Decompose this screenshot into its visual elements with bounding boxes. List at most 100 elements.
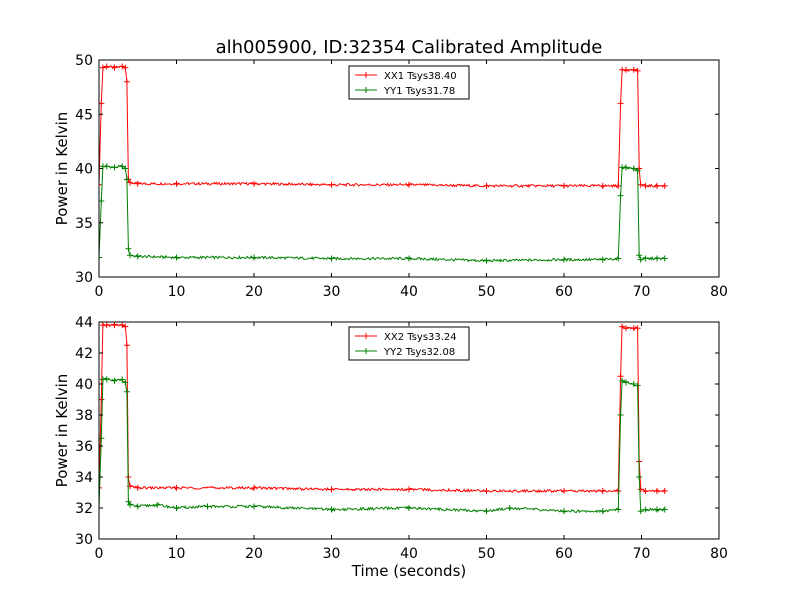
legend-box: [348, 326, 470, 361]
data-point: [483, 182, 490, 189]
data-point: [623, 325, 629, 332]
series-line: [99, 377, 666, 514]
data-point: [103, 376, 110, 383]
data-point: [634, 167, 641, 174]
data-point: [623, 379, 629, 386]
data-point: [654, 182, 660, 189]
data-point: [615, 506, 622, 513]
x-tick-label: 80: [710, 546, 728, 562]
data-point: [204, 503, 211, 510]
data-point: [561, 487, 567, 494]
legend-entry: YY1 Tsys31.78: [383, 86, 455, 97]
data-point: [127, 252, 133, 259]
y-tick-label: 34: [75, 470, 93, 486]
data-point: [619, 377, 626, 384]
data-point: [99, 254, 102, 261]
data-point: [637, 486, 644, 493]
data-point: [406, 486, 412, 493]
x-tick-label: 70: [633, 546, 651, 562]
data-point: [127, 501, 133, 508]
data-point: [251, 180, 257, 187]
y-tick-label: 30: [75, 532, 93, 548]
data-point: [654, 487, 660, 494]
data-point: [636, 474, 643, 480]
series-2: [99, 163, 668, 264]
y-tick-label: 38: [75, 408, 93, 424]
data-point: [661, 487, 668, 494]
data-point: [615, 182, 622, 189]
data-point: [623, 66, 629, 73]
data-point: [642, 182, 649, 189]
data-point: [111, 64, 118, 71]
x-tick-label: 30: [323, 546, 341, 562]
data-point: [134, 180, 141, 187]
data-point: [636, 252, 643, 259]
data-point: [615, 255, 622, 262]
data-point: [483, 508, 490, 515]
data-point: [642, 255, 649, 262]
data-point: [111, 377, 118, 384]
legend-entry: YY2 Tsys32.08: [383, 347, 455, 358]
data-point: [634, 382, 641, 389]
data-point: [406, 505, 412, 511]
x-tick-label: 50: [478, 546, 496, 562]
legend: XX1 Tsys38.40 YY1 Tsys31.78: [348, 65, 470, 100]
y-axis-label: Power in Kelvin: [53, 112, 71, 226]
data-point: [630, 381, 637, 387]
y-tick-label: 40: [75, 162, 93, 178]
data-point: [119, 322, 126, 329]
x-tick-label: 80: [710, 284, 728, 300]
data-point: [328, 506, 335, 513]
y-tick-label: 45: [75, 107, 93, 123]
data-point: [99, 484, 102, 491]
data-point: [619, 323, 626, 330]
series-line: [99, 322, 666, 494]
x-tick-label: 50: [478, 284, 496, 300]
y-tick-label: 40: [75, 377, 93, 393]
x-tick-label: 10: [168, 284, 186, 300]
x-tick-label: 20: [245, 546, 263, 562]
y-tick-label: 35: [75, 216, 93, 232]
data-point: [119, 63, 126, 70]
y-tick-label: 44: [75, 315, 93, 331]
data-point: [99, 181, 102, 188]
x-axis-label: Time (seconds): [351, 562, 467, 580]
legend: XX2 Tsys33.24 YY2 Tsys32.08: [348, 326, 470, 361]
data-point: [617, 412, 624, 418]
data-point: [173, 254, 180, 261]
data-point: [406, 181, 412, 188]
data-point: [251, 484, 257, 491]
y-axis-label: Power in Kelvin: [53, 374, 71, 488]
data-point: [661, 255, 668, 262]
data-point: [251, 254, 257, 261]
series-line: [99, 164, 666, 263]
data-point: [630, 165, 637, 172]
data-point: [127, 179, 133, 186]
x-tick-label: 40: [400, 546, 418, 562]
data-point: [617, 373, 624, 380]
data-point: [134, 484, 141, 491]
data-point: [599, 508, 606, 515]
y-tick-label: 30: [75, 270, 93, 286]
data-point: [111, 322, 118, 329]
x-tick-label: 0: [95, 284, 104, 300]
data-point: [661, 182, 668, 189]
data-point: [617, 192, 624, 199]
data-point: [328, 181, 335, 188]
data-point: [623, 164, 629, 171]
data-point: [103, 63, 110, 70]
data-point: [251, 503, 257, 510]
data-point: [634, 67, 641, 74]
data-point: [103, 163, 110, 170]
data-point: [328, 255, 335, 262]
data-point: [617, 100, 624, 107]
data-point: [406, 255, 412, 262]
legend-entry: XX2 Tsys33.24: [384, 332, 457, 343]
data-point: [123, 78, 130, 85]
legend-marker: [363, 333, 369, 339]
data-point: [661, 506, 668, 513]
data-point: [642, 487, 649, 494]
data-point: [122, 165, 129, 172]
data-point: [561, 508, 567, 515]
legend-marker: [363, 72, 369, 78]
